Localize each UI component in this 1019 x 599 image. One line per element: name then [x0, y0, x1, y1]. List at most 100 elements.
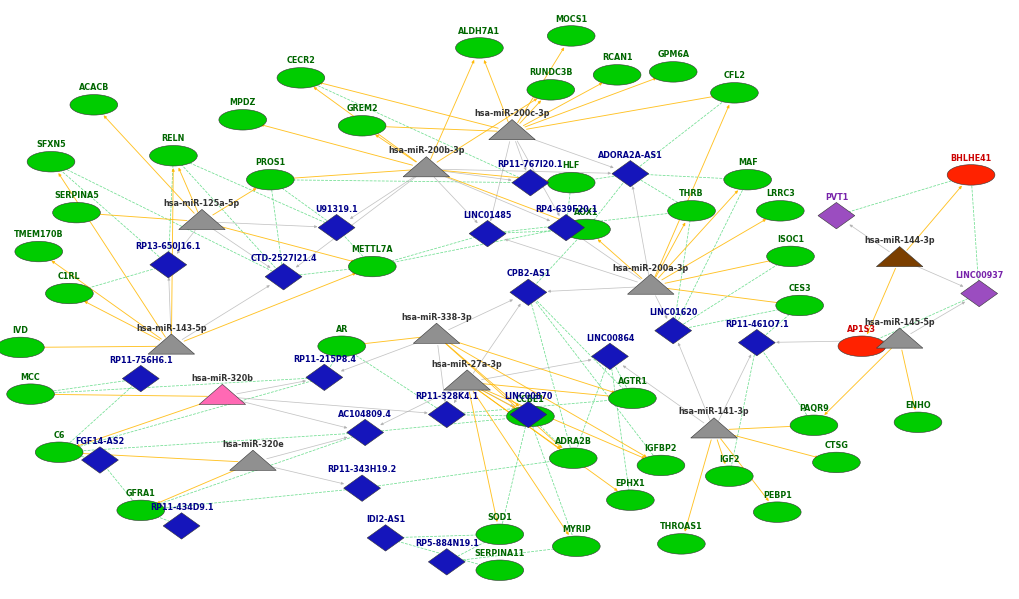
- Text: PVT1: PVT1: [824, 193, 847, 202]
- Polygon shape: [413, 323, 460, 343]
- Ellipse shape: [657, 534, 704, 554]
- Ellipse shape: [506, 406, 553, 426]
- Text: ISOC1: ISOC1: [776, 235, 803, 244]
- Ellipse shape: [348, 256, 395, 277]
- Text: CFL2: CFL2: [722, 71, 745, 80]
- Ellipse shape: [455, 38, 502, 58]
- Text: RCAN1: RCAN1: [601, 53, 632, 62]
- Polygon shape: [403, 157, 449, 177]
- Text: RP11-434D9.1: RP11-434D9.1: [150, 503, 213, 512]
- Ellipse shape: [547, 173, 594, 193]
- Ellipse shape: [756, 201, 803, 221]
- Text: GREM2: GREM2: [345, 104, 378, 113]
- Ellipse shape: [775, 295, 822, 316]
- Text: RP5-884N19.1: RP5-884N19.1: [415, 539, 478, 548]
- Polygon shape: [163, 513, 200, 539]
- Text: C1RL: C1RL: [58, 272, 81, 281]
- Text: RELN: RELN: [162, 134, 184, 143]
- Polygon shape: [265, 264, 302, 290]
- Text: RP11-328K4.1: RP11-328K4.1: [415, 392, 478, 401]
- Text: MCC: MCC: [20, 373, 41, 382]
- Polygon shape: [875, 247, 922, 267]
- Text: IGF2: IGF2: [718, 455, 739, 464]
- Polygon shape: [512, 170, 548, 196]
- Text: IGFBP2: IGFBP2: [644, 444, 677, 453]
- Text: hsa-miR-27a-3p: hsa-miR-27a-3p: [431, 359, 502, 368]
- Text: hsa-miR-320e: hsa-miR-320e: [222, 440, 283, 449]
- Text: PROS1: PROS1: [255, 158, 285, 167]
- Ellipse shape: [527, 80, 574, 100]
- Text: RP11-461O7.1: RP11-461O7.1: [725, 320, 788, 329]
- Text: SOD1: SOD1: [487, 513, 512, 522]
- Ellipse shape: [117, 500, 164, 521]
- Text: TMEM170B: TMEM170B: [14, 230, 63, 239]
- Ellipse shape: [723, 170, 770, 190]
- Ellipse shape: [476, 524, 523, 544]
- Text: BHLHE41: BHLHE41: [950, 153, 990, 162]
- Polygon shape: [960, 280, 997, 307]
- Text: AOX1: AOX1: [574, 208, 598, 217]
- Ellipse shape: [476, 560, 523, 580]
- Text: IDI2-AS1: IDI2-AS1: [366, 515, 405, 524]
- Ellipse shape: [150, 146, 197, 166]
- Text: MPDZ: MPDZ: [229, 98, 256, 107]
- Text: hsa-miR-200b-3p: hsa-miR-200b-3p: [388, 146, 465, 155]
- Ellipse shape: [649, 62, 696, 82]
- Ellipse shape: [667, 201, 714, 221]
- Text: RP11-756H6.1: RP11-756H6.1: [109, 356, 172, 365]
- Text: MOCS1: MOCS1: [554, 14, 587, 23]
- Text: CECR2: CECR2: [286, 56, 315, 65]
- Text: GFRA1: GFRA1: [125, 489, 156, 498]
- Text: hsa-miR-338-3p: hsa-miR-338-3p: [400, 313, 472, 322]
- Ellipse shape: [547, 26, 594, 46]
- Polygon shape: [547, 214, 584, 241]
- Text: hsa-miR-125a-5p: hsa-miR-125a-5p: [164, 199, 239, 208]
- Polygon shape: [82, 447, 118, 473]
- Text: PEBP1: PEBP1: [762, 491, 791, 500]
- Text: RP11-343H19.2: RP11-343H19.2: [327, 465, 396, 474]
- Text: METTL7A: METTL7A: [352, 245, 392, 254]
- Polygon shape: [229, 450, 276, 470]
- Ellipse shape: [219, 110, 266, 130]
- Polygon shape: [428, 549, 465, 575]
- Text: hsa-miR-143-5p: hsa-miR-143-5p: [136, 323, 207, 332]
- Ellipse shape: [552, 536, 599, 556]
- Text: GPM6A: GPM6A: [656, 50, 689, 59]
- Ellipse shape: [608, 388, 655, 409]
- Text: SERPINA11: SERPINA11: [474, 549, 525, 558]
- Ellipse shape: [549, 448, 596, 468]
- Text: ADORA2A-AS1: ADORA2A-AS1: [597, 151, 662, 160]
- Ellipse shape: [606, 490, 653, 510]
- Text: U91319.1: U91319.1: [315, 205, 358, 214]
- Ellipse shape: [46, 283, 93, 304]
- Text: hsa-miR-144-3p: hsa-miR-144-3p: [863, 236, 934, 245]
- Text: EPHX1: EPHX1: [614, 479, 645, 488]
- Ellipse shape: [318, 336, 365, 356]
- Polygon shape: [367, 525, 404, 551]
- Text: LINC01485: LINC01485: [463, 211, 512, 220]
- Text: SERPINA5: SERPINA5: [54, 191, 99, 200]
- Polygon shape: [510, 401, 546, 428]
- Text: RUNDC3B: RUNDC3B: [529, 68, 572, 77]
- Text: FGF14-AS2: FGF14-AS2: [75, 437, 124, 446]
- Text: IVD: IVD: [12, 326, 29, 335]
- Text: THROAS1: THROAS1: [659, 522, 702, 531]
- Ellipse shape: [710, 83, 757, 103]
- Polygon shape: [306, 364, 342, 391]
- Ellipse shape: [894, 412, 941, 432]
- Text: LRRC3: LRRC3: [765, 189, 794, 198]
- Ellipse shape: [247, 170, 293, 190]
- Text: MAF: MAF: [737, 158, 757, 167]
- Text: LINC01620: LINC01620: [648, 308, 697, 317]
- Text: AP1S3: AP1S3: [847, 325, 875, 334]
- Text: RP11-767I20.1: RP11-767I20.1: [497, 160, 562, 169]
- Ellipse shape: [70, 95, 117, 115]
- Polygon shape: [150, 252, 186, 278]
- Text: LINC00870: LINC00870: [503, 392, 552, 401]
- Text: CES3: CES3: [788, 284, 810, 293]
- Text: RP11-215P8.4: RP11-215P8.4: [292, 355, 356, 364]
- Text: PAQR9: PAQR9: [798, 404, 828, 413]
- Ellipse shape: [705, 466, 752, 486]
- Text: HLF: HLF: [562, 161, 579, 170]
- Text: hsa-miR-141-3p: hsa-miR-141-3p: [678, 407, 749, 416]
